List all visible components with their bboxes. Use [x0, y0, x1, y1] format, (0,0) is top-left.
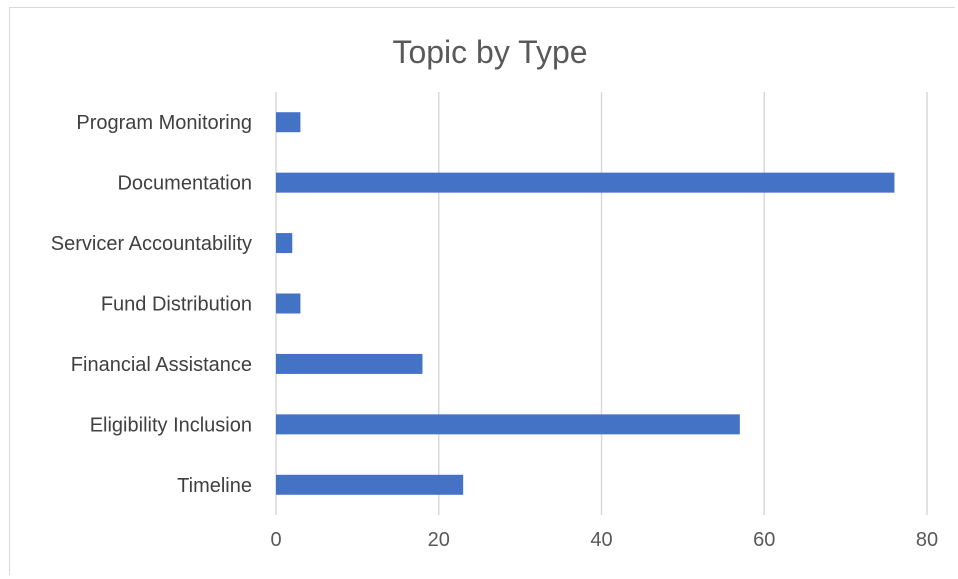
x-tick-label: 0	[270, 529, 281, 551]
bar	[276, 112, 301, 133]
category-label: Timeline	[177, 475, 252, 497]
bar	[276, 414, 740, 435]
bar	[276, 293, 301, 314]
x-tick-label: 60	[753, 529, 775, 551]
x-tick-label: 80	[916, 529, 938, 551]
bar	[276, 353, 423, 374]
category-label: Financial Assistance	[71, 354, 252, 376]
category-labels: Program Monitoring Documentation Servicer …	[51, 112, 252, 497]
category-label: Servicer Accountability	[51, 233, 252, 255]
category-label: Program Monitoring	[76, 112, 252, 134]
category-label: Fund Distribution	[101, 294, 252, 316]
category-label: Documentation	[117, 173, 252, 195]
bar	[276, 172, 895, 193]
bars	[276, 112, 895, 495]
x-axis-ticks: 0 20 40 60 80	[270, 529, 938, 551]
category-label: Eligibility Inclusion	[90, 414, 252, 436]
chart-title: Topic by Type	[392, 34, 587, 70]
bar	[276, 233, 293, 254]
gridlines	[275, 92, 928, 515]
x-tick-label: 20	[428, 529, 450, 551]
bar	[276, 474, 464, 495]
chart-frame	[9, 7, 955, 575]
x-tick-label: 40	[590, 529, 612, 551]
